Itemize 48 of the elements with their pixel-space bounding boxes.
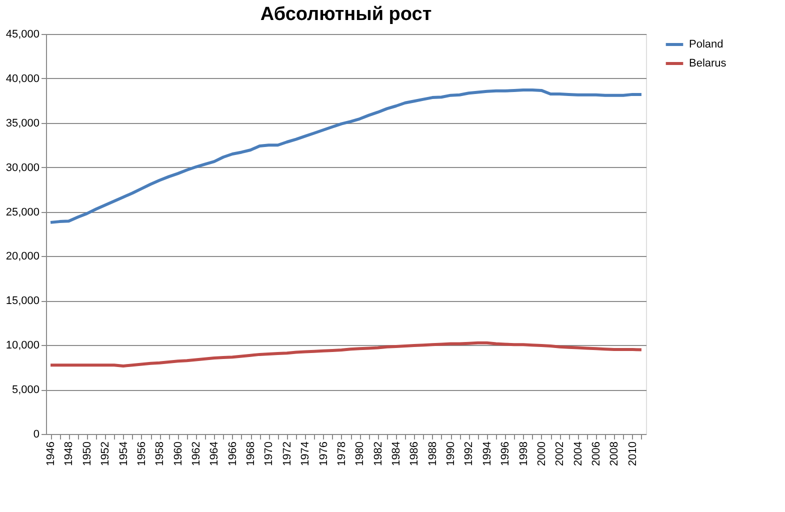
line-series [49, 88, 643, 224]
y-tick-label: 0 [33, 428, 40, 440]
y-tick-label: 15,000 [6, 295, 40, 308]
x-tick-label: 1966 [226, 442, 239, 466]
x-tick-label: 2000 [536, 442, 548, 466]
y-tick-label: 5,000 [12, 384, 40, 396]
x-tick-label: 1998 [518, 442, 530, 466]
y-tick-label: 25,000 [6, 206, 40, 218]
x-tick-label: 2010 [626, 442, 639, 466]
x-tick-label: 1952 [100, 442, 112, 466]
x-tick-label: 2002 [554, 442, 566, 466]
x-tick-label: 1986 [408, 442, 421, 466]
legend-label: Poland [689, 38, 724, 50]
y-tick-label: 35,000 [6, 117, 40, 130]
x-tick-label: 1950 [81, 442, 94, 466]
x-tick-label: 1992 [463, 442, 476, 466]
x-tick-label: 1994 [481, 442, 494, 466]
x-tick-label: 1956 [136, 442, 148, 466]
x-tick-label: 2008 [608, 442, 621, 466]
x-tick-label: 1984 [390, 442, 402, 466]
x-tick-label: 1972 [281, 442, 294, 466]
x-tick-label: 1980 [354, 442, 366, 466]
x-tick-label: 1948 [63, 442, 76, 466]
x-tick-label: 1958 [154, 442, 166, 466]
x-tick-label: 1988 [426, 442, 439, 466]
x-tick-label: 1954 [118, 442, 130, 466]
y-tick-label: 40,000 [6, 72, 40, 85]
y-tick-label: 45,000 [6, 28, 40, 40]
x-tick-label: 2006 [590, 442, 602, 466]
x-tick-label: 1978 [336, 442, 348, 466]
x-tick-label: 1990 [445, 442, 458, 466]
y-tick-label: 10,000 [6, 340, 40, 352]
x-tick-label: 1960 [172, 442, 184, 466]
line-series [49, 341, 643, 368]
y-tick-label: 30,000 [6, 162, 40, 174]
legend-label: Belarus [689, 58, 727, 70]
x-tick-label: 1970 [263, 442, 276, 466]
chart-title: Абсолютный рост [260, 4, 432, 25]
x-tick-label: 1974 [300, 442, 312, 466]
x-tick-label: 1982 [372, 442, 384, 466]
x-tick-label: 1968 [245, 442, 258, 466]
x-tick-label: 1946 [45, 442, 58, 466]
x-tick-label: 1964 [208, 442, 221, 466]
x-tick-label: 2004 [572, 442, 584, 466]
x-tick-label: 1996 [500, 442, 512, 466]
x-tick-label: 1962 [190, 442, 202, 466]
y-tick-label: 20,000 [6, 250, 40, 263]
x-tick-label: 1976 [318, 442, 330, 466]
